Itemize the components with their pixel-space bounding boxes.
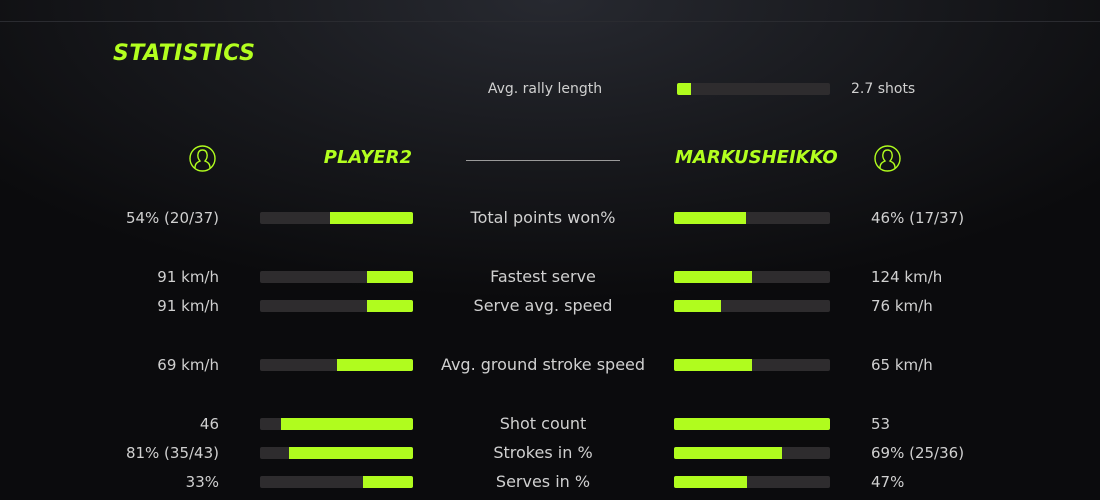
- left-stat-bar: [260, 212, 413, 224]
- left-stat-bar-fill: [362, 476, 413, 488]
- left-stat-bar: [260, 359, 413, 371]
- right-player-name: MARKUSHEIKKO: [675, 147, 838, 168]
- left-player-name: PLAYER2: [323, 147, 412, 168]
- top-divider: [0, 21, 1100, 22]
- right-stat-bar-fill: [674, 447, 782, 459]
- left-stat-value: 69 km/h: [157, 356, 219, 374]
- right-stat-bar: [674, 447, 830, 459]
- left-stat-bar: [260, 418, 413, 430]
- right-stat-bar-fill: [674, 271, 752, 283]
- right-stat-bar: [674, 359, 830, 371]
- stat-label: Avg. ground stroke speed: [440, 355, 646, 374]
- stat-label: Strokes in %: [493, 443, 593, 462]
- left-stat-value: 46: [199, 415, 219, 433]
- right-stat-value: 76 km/h: [871, 297, 933, 315]
- stat-label: Shot count: [499, 414, 587, 433]
- header-divider: [466, 160, 620, 161]
- left-stat-bar-fill: [281, 418, 413, 430]
- stat-label: Fastest serve: [490, 267, 596, 286]
- left-stat-bar: [260, 476, 413, 488]
- user-circle-icon: [874, 145, 901, 172]
- left-stat-bar-fill: [367, 271, 413, 283]
- right-stat-value: 46% (17/37): [871, 209, 965, 227]
- right-stat-bar: [674, 476, 830, 488]
- page-title: STATISTICS: [113, 41, 256, 66]
- right-stat-bar: [674, 271, 830, 283]
- right-stat-bar-fill: [674, 212, 746, 224]
- left-stat-value: 81% (35/43): [125, 444, 219, 462]
- left-stat-bar-fill: [367, 300, 413, 312]
- right-stat-value: 124 km/h: [871, 268, 943, 286]
- left-stat-bar: [260, 300, 413, 312]
- right-stat-bar-fill: [674, 359, 752, 371]
- rally-bar: [677, 83, 830, 95]
- rally-label: Avg. rally length: [487, 81, 603, 97]
- left-stat-bar: [260, 447, 413, 459]
- left-stat-value: 91 km/h: [157, 268, 219, 286]
- left-stat-bar-fill: [336, 359, 413, 371]
- right-stat-value: 53: [871, 415, 891, 433]
- right-stat-bar: [674, 418, 830, 430]
- left-stat-value: 54% (20/37): [125, 209, 219, 227]
- right-stat-bar: [674, 212, 830, 224]
- right-stat-value: 69% (25/36): [871, 444, 965, 462]
- left-stat-bar-fill: [289, 447, 413, 459]
- right-stat-bar: [674, 300, 830, 312]
- rally-value: 2.7 shots: [851, 81, 916, 97]
- left-stat-value: 33%: [185, 473, 219, 491]
- user-circle-icon: [189, 145, 216, 172]
- rally-bar-fill: [677, 83, 691, 95]
- right-stat-bar-fill: [674, 300, 721, 312]
- left-stat-bar-fill: [330, 212, 413, 224]
- right-stat-value: 65 km/h: [871, 356, 933, 374]
- stat-label: Serve avg. speed: [473, 296, 613, 315]
- stat-label: Total points won%: [470, 208, 616, 227]
- right-stat-value: 47%: [871, 473, 905, 491]
- left-stat-value: 91 km/h: [157, 297, 219, 315]
- right-stat-bar-fill: [674, 418, 830, 430]
- stat-label: Serves in %: [495, 472, 591, 491]
- right-stat-bar-fill: [674, 476, 748, 488]
- left-stat-bar: [260, 271, 413, 283]
